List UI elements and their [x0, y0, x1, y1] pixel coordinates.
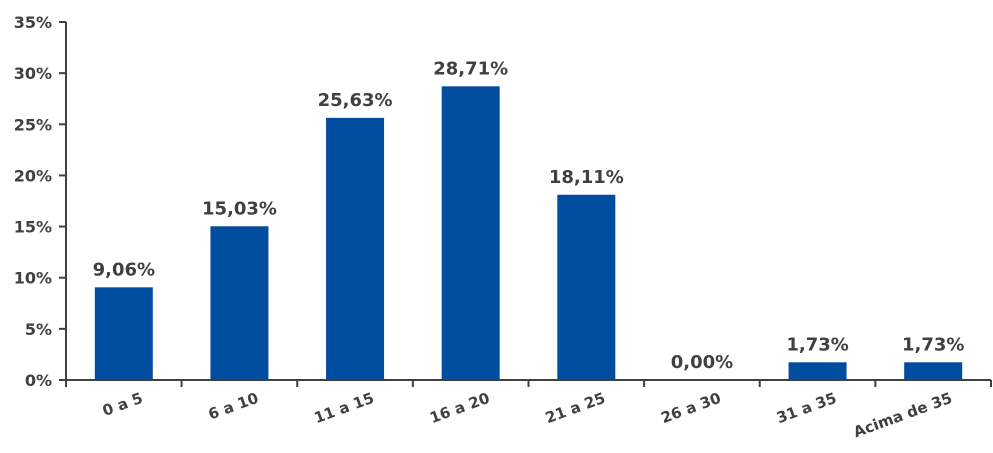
data-label: 1,73% [786, 334, 848, 355]
x-tick-label: 11 a 15 [312, 389, 377, 427]
y-tick-label: 30% [14, 64, 52, 83]
y-tick-label: 25% [14, 115, 52, 134]
data-label: 25,63% [318, 90, 393, 111]
data-label: 9,06% [93, 259, 155, 280]
x-tick-label: 6 a 10 [206, 389, 261, 424]
data-labels: 9,06% 15,03% 25,63% 28,71% 18,11% 0,00% 1,73% 1… [93, 58, 965, 373]
data-label: 1,73% [902, 334, 964, 355]
bar [94, 287, 153, 380]
data-label: 0,00% [671, 352, 733, 373]
y-tick-label: 10% [14, 269, 52, 288]
x-axis: 0 a 5 6 a 10 11 a 15 16 a 20 21 a 25 26 a 30 3… [65, 379, 992, 441]
x-tick-label: 0 a 5 [100, 389, 145, 420]
data-label: 28,71% [433, 58, 508, 79]
data-label: 15,03% [202, 198, 277, 219]
x-tick-label: 16 a 20 [427, 389, 492, 427]
x-tick-label: 26 a 30 [659, 389, 724, 427]
y-axis: 0% 5% 10% 15% 20% 25% 30% 35% [14, 13, 67, 390]
bar [441, 86, 500, 381]
y-tick-label: 0% [25, 371, 52, 390]
bar [904, 362, 963, 380]
bar [210, 226, 269, 380]
bars [94, 86, 963, 381]
bar [788, 362, 847, 380]
x-tick-label: Acima de 35 [851, 389, 955, 441]
x-tick-label: 31 a 35 [774, 389, 839, 427]
bar [557, 194, 616, 380]
y-tick-label: 15% [14, 218, 52, 237]
y-tick-label: 5% [25, 320, 52, 339]
y-tick-label: 35% [14, 13, 52, 32]
x-tick-label: 21 a 25 [543, 389, 608, 427]
y-tick-label: 20% [14, 166, 52, 185]
data-label: 18,11% [549, 167, 624, 188]
bar [326, 117, 385, 381]
